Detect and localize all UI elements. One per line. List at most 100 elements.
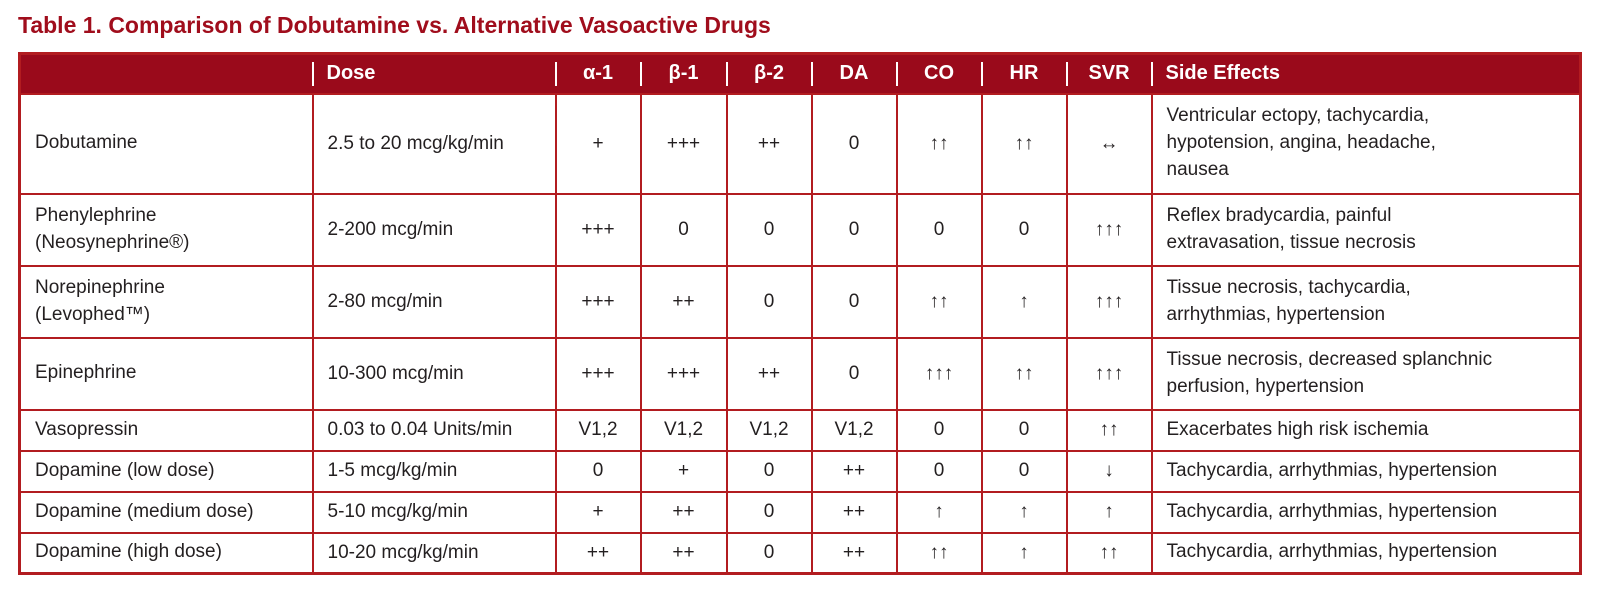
side-effects-cell: Tissue necrosis, tachycardia, arrhythmia… [1150, 264, 1582, 339]
hr-cell: ↑ [980, 264, 1068, 339]
hr-cell: ↑ [980, 490, 1068, 534]
dose-cell: 10-20 mcg/kg/min [311, 531, 557, 575]
alpha1-cell: V1,2 [554, 408, 642, 452]
col-header-alpha1: α-1 [554, 53, 641, 94]
hr-cell: 0 [980, 408, 1068, 452]
beta2-cell: ++ [725, 336, 813, 411]
alpha1-cell: + [554, 92, 642, 195]
da-cell: V1,2 [810, 408, 898, 452]
alpha1-cell: +++ [554, 192, 642, 267]
dose-cell: 5-10 mcg/kg/min [311, 490, 557, 534]
beta2-cell: 0 [725, 192, 813, 267]
hr-cell: 0 [980, 192, 1068, 267]
svr-cell: ↑↑ [1065, 408, 1153, 452]
da-cell: ++ [810, 490, 898, 534]
da-cell: 0 [810, 192, 898, 267]
alpha1-cell: ++ [554, 531, 642, 575]
table-row-phenylephrine: Phenylephrine (Neosynephrine®) 2-200 mcg… [18, 192, 1582, 267]
page: Table 1. Comparison of Dobutamine vs. Al… [18, 12, 1582, 575]
beta1-cell: 0 [639, 192, 728, 267]
alpha1-cell: +++ [554, 264, 642, 339]
beta1-cell: ++ [639, 531, 728, 575]
svr-cell: ↑↑ [1065, 531, 1153, 575]
dose-cell: 2-80 mcg/min [311, 264, 557, 339]
co-cell: ↑↑↑ [895, 336, 983, 411]
svr-cell: ↑ [1065, 490, 1153, 534]
da-cell: 0 [810, 92, 898, 195]
col-header-da: DA [810, 53, 897, 94]
side-effects-cell: Tissue necrosis, decreased splanchnic pe… [1150, 336, 1582, 411]
drug-name-cell: Dopamine (medium dose) [18, 490, 314, 534]
beta1-cell: +++ [639, 336, 728, 411]
da-cell: 0 [810, 264, 898, 339]
beta1-cell: ++ [639, 490, 728, 534]
table-row-epinephrine: Epinephrine 10-300 mcg/min +++ +++ ++ 0 … [18, 336, 1582, 411]
drug-name-cell: Norepinephrine (Levophed™) [18, 264, 314, 339]
col-header-beta1: β-1 [639, 53, 727, 94]
table-title: Table 1. Comparison of Dobutamine vs. Al… [18, 12, 771, 38]
da-cell: ++ [810, 449, 898, 493]
vasoactive-drug-comparison-table: Dose α-1 β-1 β-2 DA CO HR SVR Side Effec… [18, 52, 1582, 575]
svr-cell: ↑↑↑ [1065, 264, 1153, 339]
side-effects-cell: Reflex bradycardia, painful extravasatio… [1150, 192, 1582, 267]
dose-cell: 2.5 to 20 mcg/kg/min [311, 92, 557, 195]
table-row-vasopressin: Vasopressin 0.03 to 0.04 Units/min V1,2 … [18, 408, 1582, 452]
alpha1-cell: 0 [554, 449, 642, 493]
hr-cell: ↑↑ [980, 336, 1068, 411]
table-row-dopamine-high: Dopamine (high dose) 10-20 mcg/kg/min ++… [18, 531, 1582, 575]
drug-name-cell: Dobutamine [18, 92, 314, 195]
col-header-hr: HR [980, 53, 1067, 94]
alpha1-cell: + [554, 490, 642, 534]
drug-name-cell: Dopamine (high dose) [18, 531, 314, 575]
table-row-dopamine-medium: Dopamine (medium dose) 5-10 mcg/kg/min +… [18, 490, 1582, 534]
dose-cell: 0.03 to 0.04 Units/min [311, 408, 557, 452]
svr-cell: ↓ [1065, 449, 1153, 493]
table-row-dobutamine: Dobutamine 2.5 to 20 mcg/kg/min + +++ ++… [18, 92, 1582, 195]
co-cell: ↑↑ [895, 531, 983, 575]
side-effects-cell: Exacerbates high risk ischemia [1150, 408, 1582, 452]
col-header-side-effects: Side Effects [1150, 53, 1581, 94]
drug-name-cell: Dopamine (low dose) [18, 449, 314, 493]
col-header-drug [19, 53, 313, 94]
svr-cell: ↑↑↑ [1065, 192, 1153, 267]
co-cell: ↑↑ [895, 92, 983, 195]
dose-cell: 10-300 mcg/min [311, 336, 557, 411]
beta1-cell: V1,2 [639, 408, 728, 452]
co-cell: ↑ [895, 490, 983, 534]
hr-cell: ↑↑ [980, 92, 1068, 195]
table-row-dopamine-low: Dopamine (low dose) 1-5 mcg/kg/min 0 + 0… [18, 449, 1582, 493]
co-cell: 0 [895, 449, 983, 493]
col-header-svr: SVR [1065, 53, 1152, 94]
alpha1-cell: +++ [554, 336, 642, 411]
co-cell: 0 [895, 408, 983, 452]
drug-name-cell: Epinephrine [18, 336, 314, 411]
svr-cell: ↔ [1065, 92, 1153, 195]
table-row-norepinephrine: Norepinephrine (Levophed™) 2-80 mcg/min … [18, 264, 1582, 339]
drug-name-cell: Vasopressin [18, 408, 314, 452]
beta2-cell: 0 [725, 531, 813, 575]
table-header-row: Dose α-1 β-1 β-2 DA CO HR SVR Side Effec… [19, 53, 1581, 94]
co-cell: ↑↑ [895, 264, 983, 339]
beta2-cell: 0 [725, 264, 813, 339]
col-header-dose: Dose [311, 53, 556, 94]
col-header-beta2: β-2 [725, 53, 812, 94]
beta2-cell: 0 [725, 490, 813, 534]
beta2-cell: V1,2 [725, 408, 813, 452]
beta2-cell: ++ [725, 92, 813, 195]
hr-cell: 0 [980, 449, 1068, 493]
da-cell: 0 [810, 336, 898, 411]
svr-cell: ↑↑↑ [1065, 336, 1153, 411]
side-effects-cell: Tachycardia, arrhythmias, hypertension [1150, 531, 1582, 575]
drug-name-cell: Phenylephrine (Neosynephrine®) [18, 192, 314, 267]
da-cell: ++ [810, 531, 898, 575]
dose-cell: 2-200 mcg/min [311, 192, 557, 267]
dose-cell: 1-5 mcg/kg/min [311, 449, 557, 493]
beta1-cell: +++ [639, 92, 728, 195]
hr-cell: ↑ [980, 531, 1068, 575]
co-cell: 0 [895, 192, 983, 267]
beta2-cell: 0 [725, 449, 813, 493]
side-effects-cell: Ventricular ectopy, tachycardia, hypoten… [1150, 92, 1582, 195]
side-effects-cell: Tachycardia, arrhythmias, hypertension [1150, 449, 1582, 493]
beta1-cell: ++ [639, 264, 728, 339]
side-effects-cell: Tachycardia, arrhythmias, hypertension [1150, 490, 1582, 534]
